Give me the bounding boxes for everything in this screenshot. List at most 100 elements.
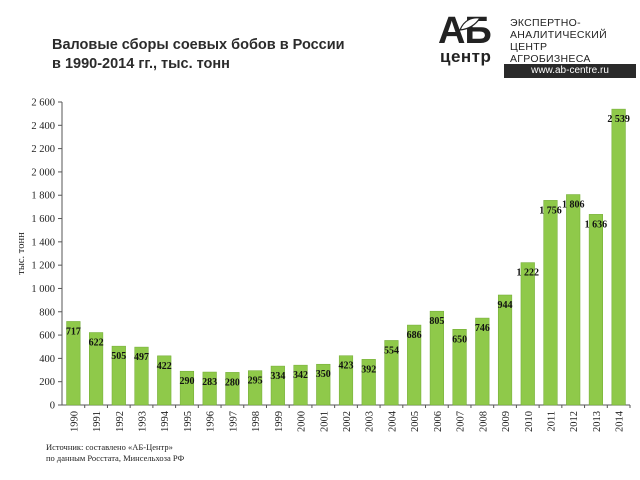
logo-caption-line1: ЭКСПЕРТНО- [510,17,581,29]
data-label-1995: 290 [179,376,194,387]
logo-url[interactable]: www.ab-centre.ru [504,64,636,78]
x-tick-label-2011: 2011 [546,411,557,432]
x-tick-label-2005: 2005 [410,411,421,432]
y-axis-tick-labels: 0 200 400 600 800 1 000 1 200 1 400 1 600 1 800 2 … [31,98,55,412]
leaf-icon [459,17,482,31]
x-axis-tick-labels: 1990 1991 1992 1993 1994 1995 1996 1997 1998 1999… [69,410,625,432]
x-tick-label-1991: 1991 [92,411,103,432]
data-label-1996: 283 [202,377,217,388]
data-label-2004: 554 [384,345,399,356]
chart-title-line2: в 1990-2014 гг., тыс. тонн [52,56,230,72]
data-label-1997: 280 [225,377,240,388]
y-tick-label: 0 [50,401,55,412]
bar-2013 [588,214,603,406]
x-tick-label-2007: 2007 [456,411,467,432]
data-label-2009: 944 [498,300,513,311]
bar-2000 [293,364,308,406]
bar-2003 [361,359,376,406]
x-tick-label-2003: 2003 [365,411,376,432]
y-tick-label: 1 200 [31,261,55,272]
logo-brand-ab: АБ [438,10,492,52]
x-tick-label-2010: 2010 [524,411,535,432]
x-tick-label-1997: 1997 [228,411,239,432]
logo-caption-line4: АГРОБИЗНЕСА [510,53,591,65]
data-label-1998: 295 [248,376,263,387]
data-label-2006: 805 [429,316,444,327]
y-tick-label: 2 200 [31,144,55,155]
x-tick-label-1993: 1993 [138,411,149,432]
data-label-2008: 746 [475,323,490,334]
x-tick-label-1996: 1996 [206,411,217,432]
data-label-2010: 1 222 [517,268,540,279]
x-tick-label-2012: 2012 [569,411,580,432]
logo-brand-centr: центр [440,47,492,66]
y-tick-label: 1 800 [31,191,55,202]
data-label-1999: 334 [270,371,285,382]
bar-1996 [202,371,217,406]
x-tick-label-2000: 2000 [297,411,308,432]
y-axis-title: тыс. тонн [16,232,27,275]
bar-2001 [316,363,331,406]
data-label-1991: 622 [89,338,104,349]
bar-2002 [338,355,354,406]
data-label-1990: 717 [66,326,81,337]
y-tick-label: 2 400 [31,121,55,132]
x-tick-label-2009: 2009 [501,411,512,432]
x-tick-label-1995: 1995 [183,411,194,432]
x-tick-label-2008: 2008 [478,411,489,432]
data-label-2001: 350 [316,369,331,380]
x-tick-label-2004: 2004 [387,410,398,432]
bar-1999 [270,365,285,406]
data-label-1994: 422 [157,361,172,372]
data-label-2000: 342 [293,370,308,381]
bar-2010 [520,262,535,406]
y-tick-label: 800 [39,307,55,318]
bar-1990 [66,321,81,406]
ab-centre-logo: АБ центр ЭКСПЕРТНО- АНАЛИТИЧЕСКИЙ ЦЕНТР … [438,10,636,78]
bar-1992 [111,345,126,406]
x-tick-label-1990: 1990 [69,411,80,432]
chart-title: Валовые сборы соевых бобов в России в 19… [52,36,382,74]
logo-caption: ЭКСПЕРТНО- АНАЛИТИЧЕСКИЙ ЦЕНТР АГРОБИЗНЕ… [510,17,607,65]
bar-2009 [497,294,513,406]
x-tick-label-2002: 2002 [342,411,353,432]
y-tick-label: 200 [39,377,55,388]
data-label-1992: 505 [111,351,126,362]
y-tick-label: 600 [39,331,55,342]
y-tick-label: 1 400 [31,237,55,248]
y-tick-label: 1 600 [31,214,55,225]
bar-2007 [452,329,467,406]
y-tick-label: 2 000 [31,167,55,178]
data-label-2012: 1 806 [562,200,585,211]
bar-2005 [407,324,422,406]
data-label-2005: 686 [407,330,422,341]
x-tick-label-2001: 2001 [319,411,330,432]
bar-1994 [157,355,172,406]
bar-2006 [429,310,444,406]
logo-caption-line2: АНАЛИТИЧЕСКИЙ [510,29,607,41]
bar-2004 [384,340,399,406]
x-tick-label-2013: 2013 [592,411,603,432]
bar-2008 [475,317,490,406]
data-label-2011: 1 756 [539,205,562,216]
data-label-2013: 1 636 [585,219,608,230]
bar-1993 [134,346,149,406]
chart-bars [66,108,626,406]
chart-title-line1: Валовые сборы соевых бобов в России [52,37,345,53]
data-label-1993: 497 [134,352,149,363]
y-tick-label: 2 600 [31,98,55,109]
bar-1991 [89,332,104,406]
x-tick-label-1999: 1999 [274,411,285,432]
data-label-2002: 423 [339,361,354,372]
y-tick-label: 1 000 [31,284,55,295]
data-label-2003: 392 [361,364,376,375]
source-line2: по данным Росстата, Минсельхоза РФ [46,453,185,463]
bar-1995 [179,370,195,406]
data-label-2007: 650 [452,334,467,345]
bar-2014 [611,108,626,406]
chart-data-labels: 717 622 505 497 422 290 283 280 295 334 342 350 423 3… [66,114,630,388]
source-line1: Источник: составлено «АБ-Центр» [46,442,173,452]
logo-caption-line3: ЦЕНТР [510,41,548,53]
bar-2011 [543,200,558,406]
